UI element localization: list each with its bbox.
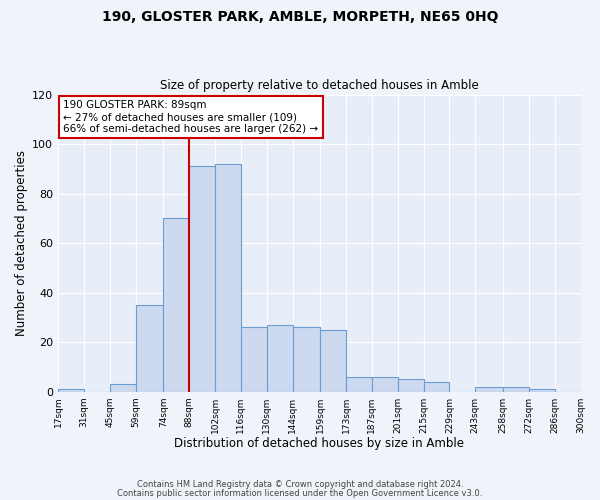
Bar	[424, 382, 449, 392]
Bar	[581, 389, 600, 392]
Bar	[163, 218, 189, 392]
Bar	[346, 376, 372, 392]
Bar	[189, 166, 215, 392]
Title: Size of property relative to detached houses in Amble: Size of property relative to detached ho…	[160, 79, 479, 92]
Bar	[215, 164, 241, 392]
Text: Contains HM Land Registry data © Crown copyright and database right 2024.: Contains HM Land Registry data © Crown c…	[137, 480, 463, 489]
X-axis label: Distribution of detached houses by size in Amble: Distribution of detached houses by size …	[175, 437, 464, 450]
Bar	[475, 386, 503, 392]
Bar	[293, 327, 320, 392]
Bar	[267, 325, 293, 392]
Text: 190 GLOSTER PARK: 89sqm
← 27% of detached houses are smaller (109)
66% of semi-d: 190 GLOSTER PARK: 89sqm ← 27% of detache…	[64, 100, 319, 134]
Bar	[241, 327, 267, 392]
Y-axis label: Number of detached properties: Number of detached properties	[15, 150, 28, 336]
Bar	[320, 330, 346, 392]
Bar	[372, 376, 398, 392]
Text: Contains public sector information licensed under the Open Government Licence v3: Contains public sector information licen…	[118, 488, 482, 498]
Bar	[529, 389, 554, 392]
Bar	[58, 389, 84, 392]
Text: 190, GLOSTER PARK, AMBLE, MORPETH, NE65 0HQ: 190, GLOSTER PARK, AMBLE, MORPETH, NE65 …	[102, 10, 498, 24]
Bar	[503, 386, 529, 392]
Bar	[136, 305, 163, 392]
Bar	[398, 379, 424, 392]
Bar	[110, 384, 136, 392]
